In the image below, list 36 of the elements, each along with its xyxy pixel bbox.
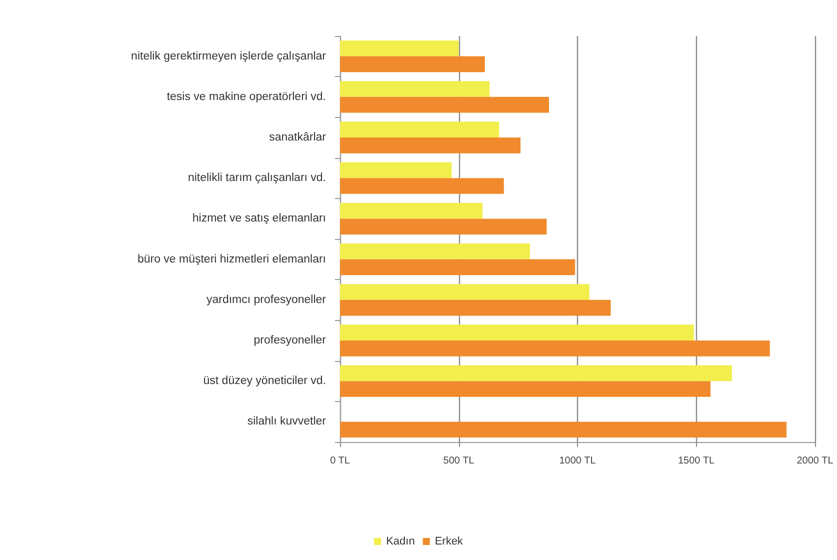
- bar: [340, 422, 786, 438]
- y-tick-label: tesis ve makine operatörleri vd.: [166, 90, 326, 103]
- bar: [340, 96, 549, 113]
- bar: [340, 243, 530, 260]
- bar: [340, 202, 482, 219]
- bar: [340, 381, 710, 397]
- x-tick-label: 1500 TL: [678, 456, 715, 466]
- x-tick-label: 0 TL: [330, 456, 350, 466]
- y-tick-label: yardımcı profesyoneller: [206, 294, 326, 306]
- bar: [340, 365, 732, 382]
- bar: [340, 162, 452, 178]
- y-tick-label: sanatkârlar: [269, 132, 326, 144]
- x-tick-label: 2000 TL: [796, 456, 834, 466]
- bar: [340, 218, 547, 235]
- bar: [340, 56, 485, 72]
- y-tick-label: üst düzey yöneticiler vd.: [203, 375, 326, 388]
- bar: [340, 81, 490, 97]
- y-tick-label: silahlı kuvvetler: [247, 416, 326, 428]
- bar: [340, 300, 611, 316]
- y-tick-label: hizmet ve satış elemanları: [192, 212, 326, 225]
- bar: [340, 178, 504, 194]
- legend-label: Kadın: [386, 536, 415, 548]
- x-tick-label: 1000 TL: [559, 456, 596, 466]
- y-tick-label: büro ve müşteri hizmetleri elemanları: [137, 253, 326, 266]
- bar: [340, 40, 459, 56]
- x-tick-label: 500 TL: [443, 456, 475, 466]
- y-tick-label: profesyoneller: [254, 334, 326, 346]
- bar: [340, 340, 770, 356]
- legend-label: Erkek: [434, 536, 464, 548]
- bar: [340, 122, 500, 138]
- bar: [340, 284, 590, 300]
- y-tick-label: nitelikli tarım çalışanları vd.: [188, 172, 326, 184]
- y-tick-label: nitelik gerektirmeyen işlerde çalışanlar: [131, 50, 326, 62]
- bar: [340, 138, 520, 154]
- bar: [340, 259, 576, 276]
- bar: [340, 324, 694, 340]
